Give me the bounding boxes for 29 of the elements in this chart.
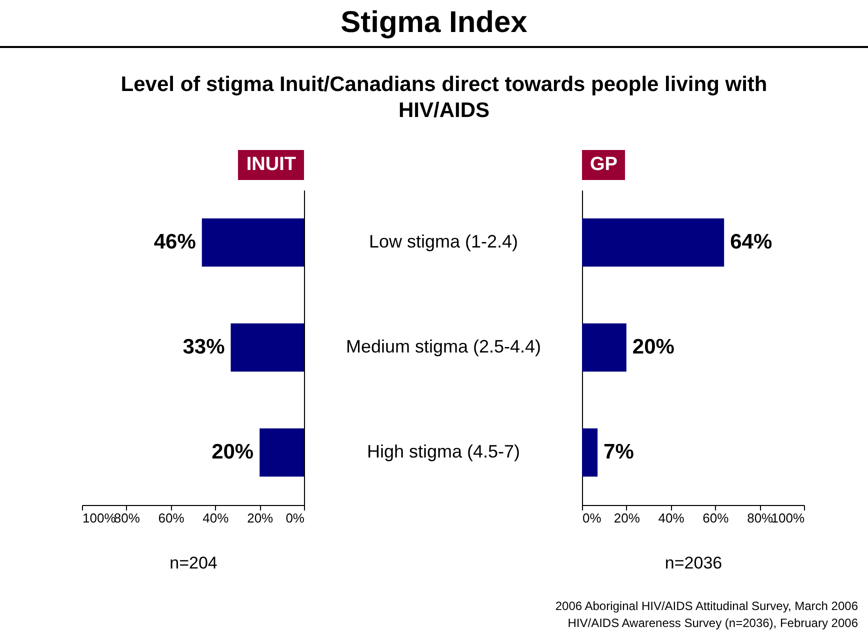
y-tick-label: High stigma (4.5-7) bbox=[366, 442, 520, 462]
x-tick-label: 100% bbox=[771, 510, 805, 526]
data-label: 33% bbox=[182, 336, 226, 358]
x-tick-label: 60% bbox=[158, 510, 185, 526]
data-label: 20% bbox=[632, 336, 675, 358]
data-label: 7% bbox=[604, 440, 634, 464]
x-axis-title: n=2036 bbox=[664, 554, 722, 572]
x-axis-title: n=204 bbox=[170, 554, 218, 572]
x-tick-label: 20% bbox=[614, 510, 640, 526]
chart-title: GP bbox=[582, 150, 626, 180]
text: Level of stigma Inuit/Canadians direct towards people living with HIV/AIDS bbox=[120, 72, 768, 124]
x-tick-label: 60% bbox=[702, 510, 730, 526]
data-label: 46% bbox=[154, 230, 196, 254]
x-tick-label: 80% bbox=[747, 510, 774, 526]
chart-title: INUIT bbox=[238, 150, 304, 180]
text: HIV/AIDS Awareness Survey (n=2036), February 2006 bbox=[566, 615, 858, 632]
x-tick-label: 100% bbox=[82, 510, 116, 526]
data-label: 20% bbox=[212, 440, 254, 464]
text: 2006 Aboriginal HIV/AIDS Attitudinal Survey, March 2006 bbox=[555, 598, 858, 615]
x-tick-label: 40% bbox=[658, 510, 685, 526]
x-tick-label: 20% bbox=[247, 510, 274, 526]
x-tick-label: 40% bbox=[202, 510, 230, 526]
x-tick-label: 80% bbox=[114, 510, 140, 526]
text: Stigma Index bbox=[0, 0, 868, 48]
data-label: 64% bbox=[730, 230, 772, 254]
y-tick-label: Medium stigma (2.5-4.4) bbox=[346, 336, 542, 356]
x-tick-label: 0% bbox=[582, 510, 602, 526]
x-tick-label: 0% bbox=[286, 510, 305, 526]
y-tick-label: Low stigma (1-2.4) bbox=[368, 232, 518, 252]
